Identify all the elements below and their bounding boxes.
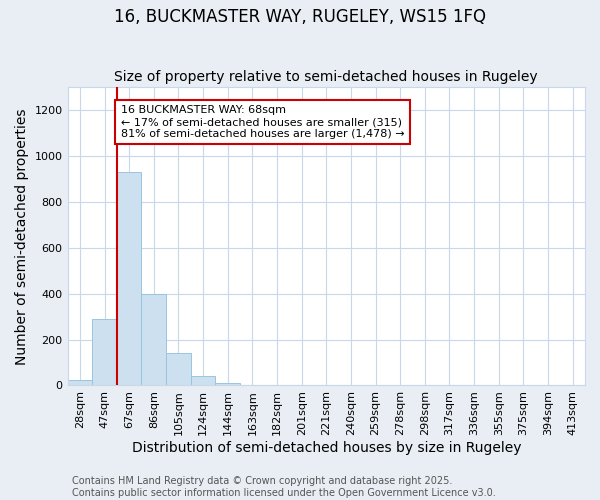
Text: Contains HM Land Registry data © Crown copyright and database right 2025.
Contai: Contains HM Land Registry data © Crown c… — [72, 476, 496, 498]
Text: 16, BUCKMASTER WAY, RUGELEY, WS15 1FQ: 16, BUCKMASTER WAY, RUGELEY, WS15 1FQ — [114, 8, 486, 26]
Bar — [117, 172, 142, 386]
Y-axis label: Number of semi-detached properties: Number of semi-detached properties — [15, 108, 29, 364]
Bar — [166, 354, 191, 386]
Text: 16 BUCKMASTER WAY: 68sqm
← 17% of semi-detached houses are smaller (315)
81% of : 16 BUCKMASTER WAY: 68sqm ← 17% of semi-d… — [121, 106, 404, 138]
Title: Size of property relative to semi-detached houses in Rugeley: Size of property relative to semi-detach… — [115, 70, 538, 85]
X-axis label: Distribution of semi-detached houses by size in Rugeley: Distribution of semi-detached houses by … — [131, 441, 521, 455]
Bar — [68, 380, 92, 386]
Bar — [215, 383, 240, 386]
Bar — [142, 294, 166, 386]
Bar — [92, 319, 117, 386]
Bar — [191, 376, 215, 386]
